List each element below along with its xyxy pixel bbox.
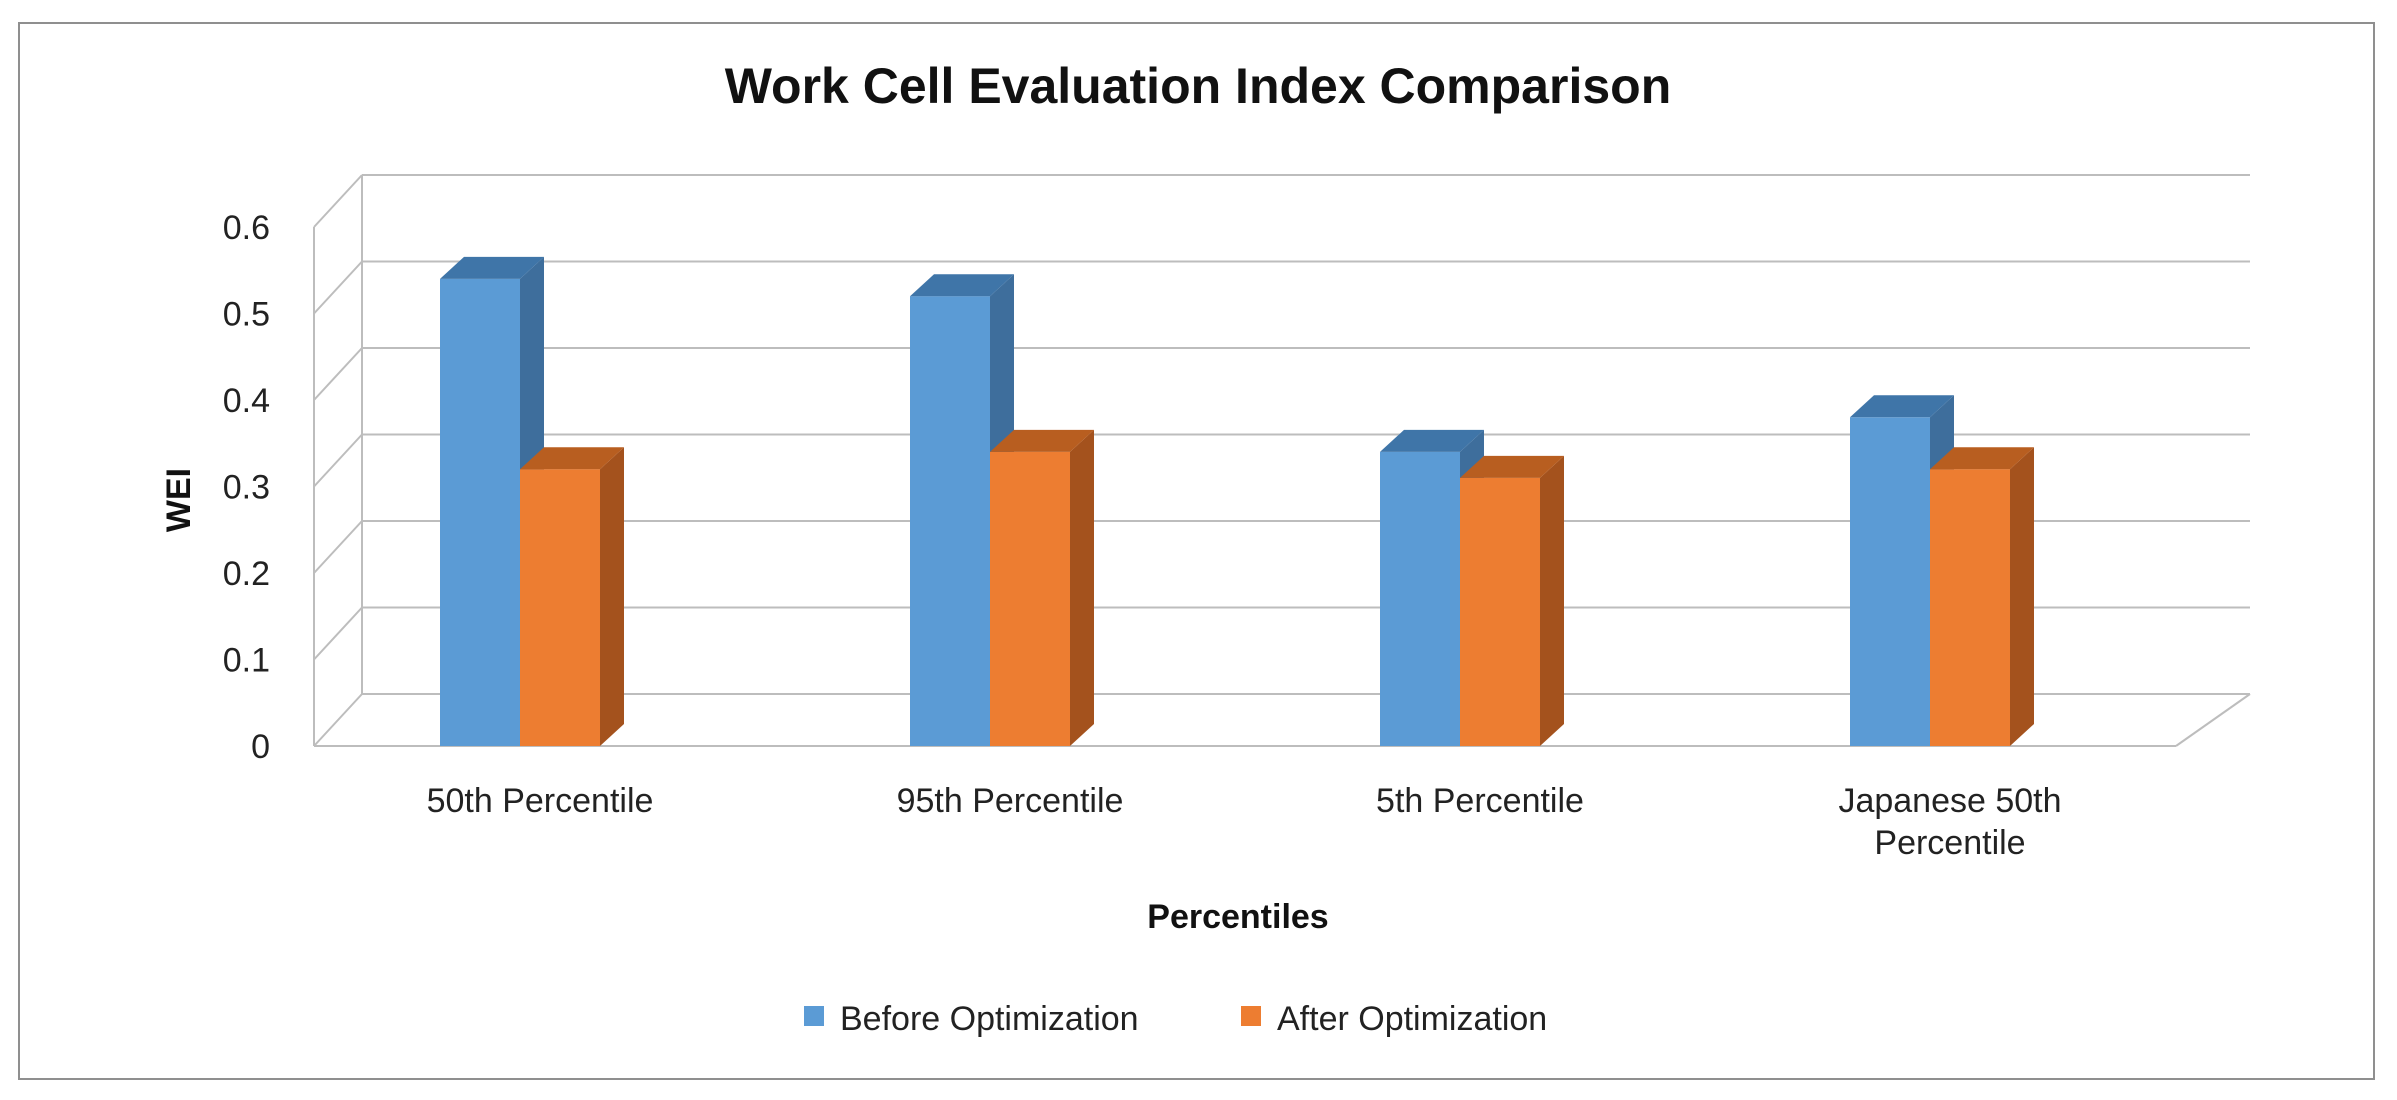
bar <box>1460 455 1564 746</box>
floor-edge <box>2175 693 2251 747</box>
y-tick-label: 0.3 <box>223 469 270 507</box>
x-category-labels: 50th Percentile 95th Percentile 5th Percen… <box>427 782 2062 862</box>
legend-label: After Optimization <box>1277 1000 1547 1038</box>
bar-front <box>440 278 520 746</box>
bar-front <box>910 296 990 746</box>
bar-side <box>600 447 624 746</box>
y-tick-label: 0.1 <box>223 642 270 680</box>
bar-top <box>990 429 1094 452</box>
bar-front <box>1930 469 2010 746</box>
x-category-label: 50th Percentile <box>427 782 654 820</box>
y-tick-label: 0.4 <box>223 382 270 420</box>
gridline-depth <box>313 433 363 488</box>
legend-swatch <box>804 1006 824 1026</box>
legend-swatch <box>1241 1006 1261 1026</box>
bar-top <box>1930 447 2034 470</box>
bar-front <box>990 451 1070 746</box>
gridline-depth <box>313 606 363 661</box>
bar-top <box>1850 395 1954 418</box>
chart-title: Work Cell Evaluation Index Comparison <box>725 58 1671 114</box>
x-category-label: Japanese 50th Percentile <box>1838 782 2061 862</box>
y-tick-label: 0.5 <box>223 296 270 334</box>
bar-top <box>910 274 1014 297</box>
y-axis-title: WEI <box>160 468 198 532</box>
gridline-depth <box>313 520 363 574</box>
bars <box>440 256 2034 746</box>
bar-top <box>440 256 544 279</box>
x-axis-title: Percentiles <box>1147 898 1328 936</box>
bar-front <box>1380 451 1460 746</box>
y-tick-label: 0.2 <box>223 555 270 593</box>
bar <box>520 447 624 746</box>
gridline-depth <box>313 174 363 228</box>
bar-top <box>1460 455 1564 478</box>
bar-side <box>2010 447 2034 746</box>
legend-label: Before Optimization <box>840 1000 1139 1038</box>
bar-side <box>1070 429 1094 746</box>
bar-top <box>520 447 624 470</box>
bar <box>1930 447 2034 746</box>
x-category-label: 95th Percentile <box>897 782 1124 820</box>
x-category-label: 5th Percentile <box>1376 782 1584 820</box>
y-tick-label: 0.6 <box>223 209 270 247</box>
bar-front <box>1460 477 1540 746</box>
bar-front <box>520 469 600 746</box>
gridline-depth <box>313 347 363 401</box>
bar-top <box>1380 429 1484 452</box>
gridline-depth <box>313 693 363 747</box>
y-tick-label: 0 <box>251 728 270 766</box>
bar <box>990 429 1094 746</box>
bar-front <box>1850 417 1930 746</box>
y-tick-labels: 0 0.1 0.2 0.3 0.4 0.5 0.6 <box>223 209 270 766</box>
gridline-depth <box>313 260 363 315</box>
legend: Before Optimization After Optimization <box>804 1000 1547 1038</box>
bar-side <box>1540 455 1564 746</box>
